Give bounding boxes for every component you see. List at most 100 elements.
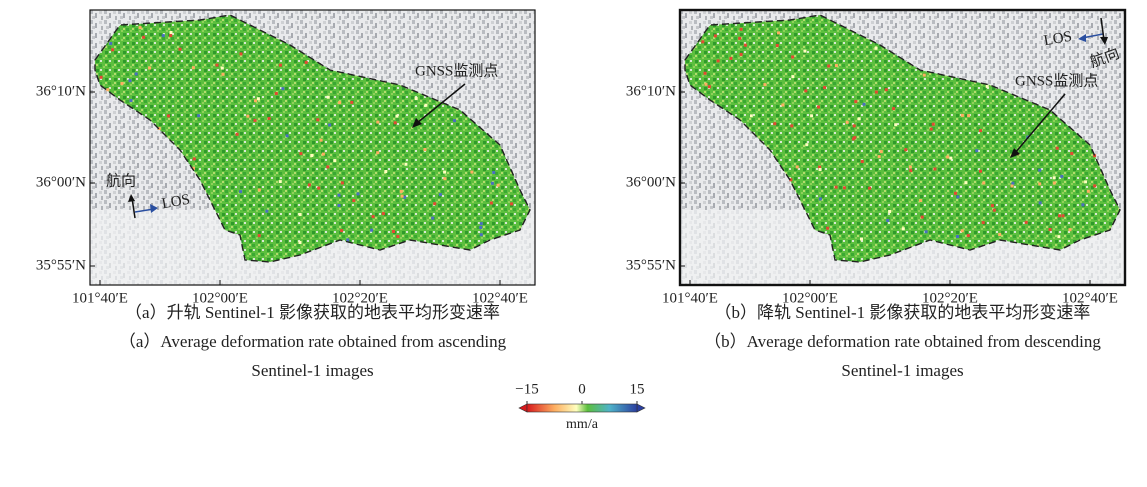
deformation-speckle <box>279 64 282 67</box>
deformation-speckle <box>738 37 741 40</box>
deformation-speckle <box>949 157 952 160</box>
deformation-speckle <box>888 210 891 213</box>
deformation-speckle <box>803 50 806 53</box>
deformation-speckle <box>956 195 959 198</box>
deformation-speckle <box>268 117 271 120</box>
deformation-speckle <box>480 222 483 225</box>
deformation-speckle <box>305 61 308 64</box>
deformation-speckle <box>1039 201 1042 204</box>
deformation-speckle <box>763 83 766 86</box>
deformation-speckle <box>109 42 112 45</box>
deformation-speckle <box>236 133 239 136</box>
deformation-speckle <box>982 221 985 224</box>
deformation-speckle <box>852 137 855 140</box>
deformation-speckle <box>886 219 889 222</box>
deformation-speckle <box>979 129 982 132</box>
colorbar-low-end <box>519 404 527 412</box>
y-tick-label: 36°10′N <box>36 83 86 99</box>
deformation-speckle <box>376 151 379 154</box>
deformation-speckle <box>308 183 311 186</box>
deformation-speckle <box>880 150 883 153</box>
deformation-speckle <box>744 44 747 47</box>
deformation-speckle <box>819 168 822 171</box>
caption-en: （b）Average deformation rate obtained fro… <box>704 332 1101 351</box>
deformation-speckle <box>826 227 829 230</box>
deformation-speckle <box>100 76 103 79</box>
deformation-speckle <box>909 166 912 169</box>
deformation-speckle <box>433 202 436 205</box>
y-tick-label: 35°55′N <box>36 257 86 273</box>
deformation-speckle <box>401 195 404 198</box>
deformation-speckle <box>956 235 959 238</box>
deformation-speckle <box>991 204 994 207</box>
deformation-speckle <box>777 31 780 34</box>
deformation-speckle <box>1060 175 1063 178</box>
deformation-speckle <box>384 170 387 173</box>
gnss-label: GNSS监测点 <box>1015 72 1098 89</box>
deformation-speckle <box>868 187 871 190</box>
deformation-speckle <box>1011 182 1014 185</box>
deformation-speckle <box>819 197 822 200</box>
deformation-speckle <box>299 241 302 244</box>
deformation-speckle <box>946 156 949 159</box>
deformation-speckle <box>216 64 219 67</box>
gnss-label: GNSS监测点 <box>415 62 498 79</box>
deformation-speckle <box>415 97 418 100</box>
colorbar-tick-label: 0 <box>578 381 586 397</box>
deformation-speckle <box>443 171 446 174</box>
deformation-speckle <box>701 40 704 43</box>
colorbar-high-end <box>637 404 645 412</box>
deformation-speckle <box>717 59 720 62</box>
deformation-speckle <box>322 153 325 156</box>
deformation-speckle <box>497 184 500 187</box>
deformation-speckle <box>257 97 260 100</box>
deformation-speckle <box>986 85 989 88</box>
caption-zh: （a）升轨 Sentinel-1 影像获取的地表平均形变速率 <box>125 303 500 322</box>
caption-en: Sentinel-1 images <box>251 361 373 380</box>
deformation-speckle <box>320 139 323 142</box>
deformation-speckle <box>823 86 826 89</box>
figure: 36°10′N36°00′N35°55′N101°40′E102°00′E102… <box>0 0 1147 487</box>
deformation-speckle <box>396 235 399 238</box>
deformation-speckle <box>796 165 799 168</box>
deformation-speckle <box>424 104 427 107</box>
deformation-speckle <box>790 124 793 127</box>
deformation-speckle <box>1038 182 1041 185</box>
deformation-speckle <box>846 121 849 124</box>
deformation-speckle <box>878 155 881 158</box>
deformation-speckle <box>1038 169 1041 172</box>
deformation-speckle <box>431 217 434 220</box>
deformation-speckle <box>817 106 820 109</box>
deformation-speckle <box>400 190 403 193</box>
deformation-speckle <box>221 67 224 70</box>
deformation-speckle <box>510 202 513 205</box>
deformation-speckle <box>121 82 124 85</box>
deformation-speckle <box>1070 152 1073 155</box>
deformation-speckle <box>258 188 261 191</box>
y-tick-label: 35°55′N <box>626 257 676 273</box>
deformation-speckle <box>835 64 838 67</box>
deformation-speckle <box>993 209 996 212</box>
deformation-speckle <box>357 192 360 195</box>
deformation-speckle <box>843 186 846 189</box>
deformation-speckle <box>439 193 442 196</box>
deformation-speckle <box>863 103 866 106</box>
deformation-speckle <box>982 182 985 185</box>
deformation-speckle <box>704 72 707 75</box>
deformation-speckle <box>1049 228 1052 231</box>
deformation-speckle <box>310 154 313 157</box>
y-tick-label: 36°10′N <box>626 83 676 99</box>
deformation-speckle <box>885 88 888 91</box>
deformation-speckle <box>1084 180 1087 183</box>
deformation-speckle <box>776 44 779 47</box>
deformation-speckle <box>740 53 743 56</box>
deformation-speckle <box>1053 182 1056 185</box>
deformation-speckle <box>853 124 856 127</box>
deformation-speckle <box>340 229 343 232</box>
deformation-speckle <box>352 199 355 202</box>
deformation-speckle <box>1069 228 1072 231</box>
deformation-speckle <box>239 190 242 193</box>
deformation-speckle <box>1057 235 1060 238</box>
